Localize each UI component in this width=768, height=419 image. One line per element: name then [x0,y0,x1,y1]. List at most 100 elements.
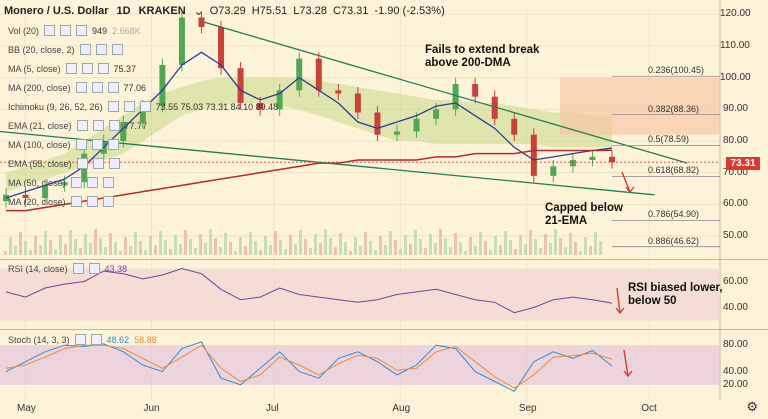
rsi-tick-label: 60.00 [722,275,748,287]
volume-bar [214,238,217,255]
gear-icon[interactable] [91,139,103,150]
volume-bar [494,236,497,255]
eye-icon[interactable] [70,196,82,207]
eye-icon[interactable] [79,44,91,55]
volume-bar [204,243,207,255]
volume-bar [414,230,417,255]
volume-bar [399,249,402,255]
indicator-row[interactable]: EMA (21, close) 77.77 [8,120,147,131]
arrow-head [623,370,633,378]
stoch-d-line [5,344,613,389]
interval[interactable]: 1D [116,5,131,17]
gear-icon[interactable] [81,63,93,74]
volume-bar [449,247,452,255]
down-arrow [621,171,631,193]
close-icon[interactable] [108,158,120,169]
chevron-down-icon[interactable]: ⌄ [193,4,204,18]
volume-bar [269,245,272,255]
eye-icon[interactable] [75,82,87,93]
eye-icon[interactable] [70,177,82,188]
close-icon[interactable] [102,177,114,188]
indicator-value: 77.06 [123,82,147,93]
eye-icon[interactable] [76,158,88,169]
volume-bar [49,240,52,255]
price-tick-label: 50.00 [722,230,748,241]
chart-header: Monero / U.S. Dollar 1D KRAKEN ⌄ O73.29 … [0,0,700,22]
ohlc-change: -1.90 (-2.53%) [374,5,445,17]
volume-bar [479,232,482,255]
eye-icon[interactable] [44,25,56,36]
gear-icon[interactable] [92,120,104,131]
candle-body [550,166,557,176]
settings-gear-icon[interactable]: ⚙ [746,399,758,414]
indicator-row[interactable]: MA (20, close) [8,196,114,207]
volume-bar [194,248,197,255]
volume-bar [244,246,247,255]
indicator-row[interactable]: MA (50, close) [8,177,114,188]
gear-icon[interactable] [60,25,72,36]
gear-icon[interactable] [123,101,135,112]
volume-bar [469,237,472,255]
indicator-row[interactable]: Vol (20) 949 2.668K [8,25,141,36]
close-icon[interactable] [107,82,119,93]
candle-body [511,118,518,135]
close-icon[interactable] [97,63,109,74]
stoch-label: Stoch (14, 3, 3) [8,334,70,345]
gear-icon[interactable] [95,44,107,55]
volume-bar [144,250,147,255]
gear-icon[interactable] [86,196,98,207]
gear-icon[interactable] [92,158,104,169]
volume-bar [259,250,262,255]
volume-bars [4,229,602,255]
volume-bar [229,242,232,255]
time-tick-label: Jul [265,403,279,414]
indicator-row[interactable]: Ichimoku (9, 26, 52, 26) 73.55 75.03 73.3… [8,101,278,112]
volume-bar [189,239,192,255]
close-icon[interactable] [139,101,151,112]
volume-bar [14,246,17,255]
eye-icon[interactable] [65,63,77,74]
indicator-row[interactable]: EMA (55, close) [8,158,120,169]
indicator-row[interactable]: MA (100, close) [8,139,119,150]
close-icon[interactable] [76,25,88,36]
resistance-zone [560,77,720,135]
volume-bar [559,238,562,255]
close-icon[interactable] [108,120,120,131]
indicator-row[interactable]: BB (20, close, 2) [8,44,123,55]
indicator-row[interactable]: MA (5, close) 75.37 [8,63,136,74]
indicator-extra: 2.668K [112,25,141,36]
eye-icon[interactable] [74,334,86,345]
gear-icon[interactable] [91,82,103,93]
annotation-arrows [615,171,635,378]
indicator-label: Vol (20) [8,25,40,36]
gear-icon[interactable] [90,334,102,345]
volume-bar [184,230,187,255]
volume-bar [394,240,397,255]
close-icon[interactable] [107,139,119,150]
indicator-row[interactable]: MA (200, close) 77.06 [8,82,146,93]
fib-label: 0.5(78.59) [648,134,690,145]
gear-icon[interactable] [86,177,98,188]
volume-bar [34,236,37,255]
eye-icon[interactable] [72,263,84,274]
eye-icon[interactable] [76,120,88,131]
symbol-title[interactable]: Monero / U.S. Dollar [4,5,109,17]
indicator-label: EMA (21, close) [8,120,72,131]
stoch-legend[interactable]: Stoch (14, 3, 3) 48.62 58.88 [8,334,157,345]
fib-label: 0.236(100.45) [648,65,705,76]
annotation-break: Fails to extend break above 200-DMA [425,44,540,69]
volume-bar [499,245,502,255]
rsi-band [0,268,720,321]
rsi-legend[interactable]: RSI (14, close) 43.38 [8,263,127,274]
volume-bar [89,243,92,255]
close-icon[interactable] [102,196,114,207]
eye-icon[interactable] [107,101,119,112]
candle-body [491,96,498,119]
eye-icon[interactable] [75,139,87,150]
volume-bar [9,237,12,255]
volume-bar [424,248,427,255]
gear-icon[interactable] [88,263,100,274]
fib-label: 0.382(88.36) [648,103,700,114]
rsi-line [5,267,613,314]
close-icon[interactable] [111,44,123,55]
